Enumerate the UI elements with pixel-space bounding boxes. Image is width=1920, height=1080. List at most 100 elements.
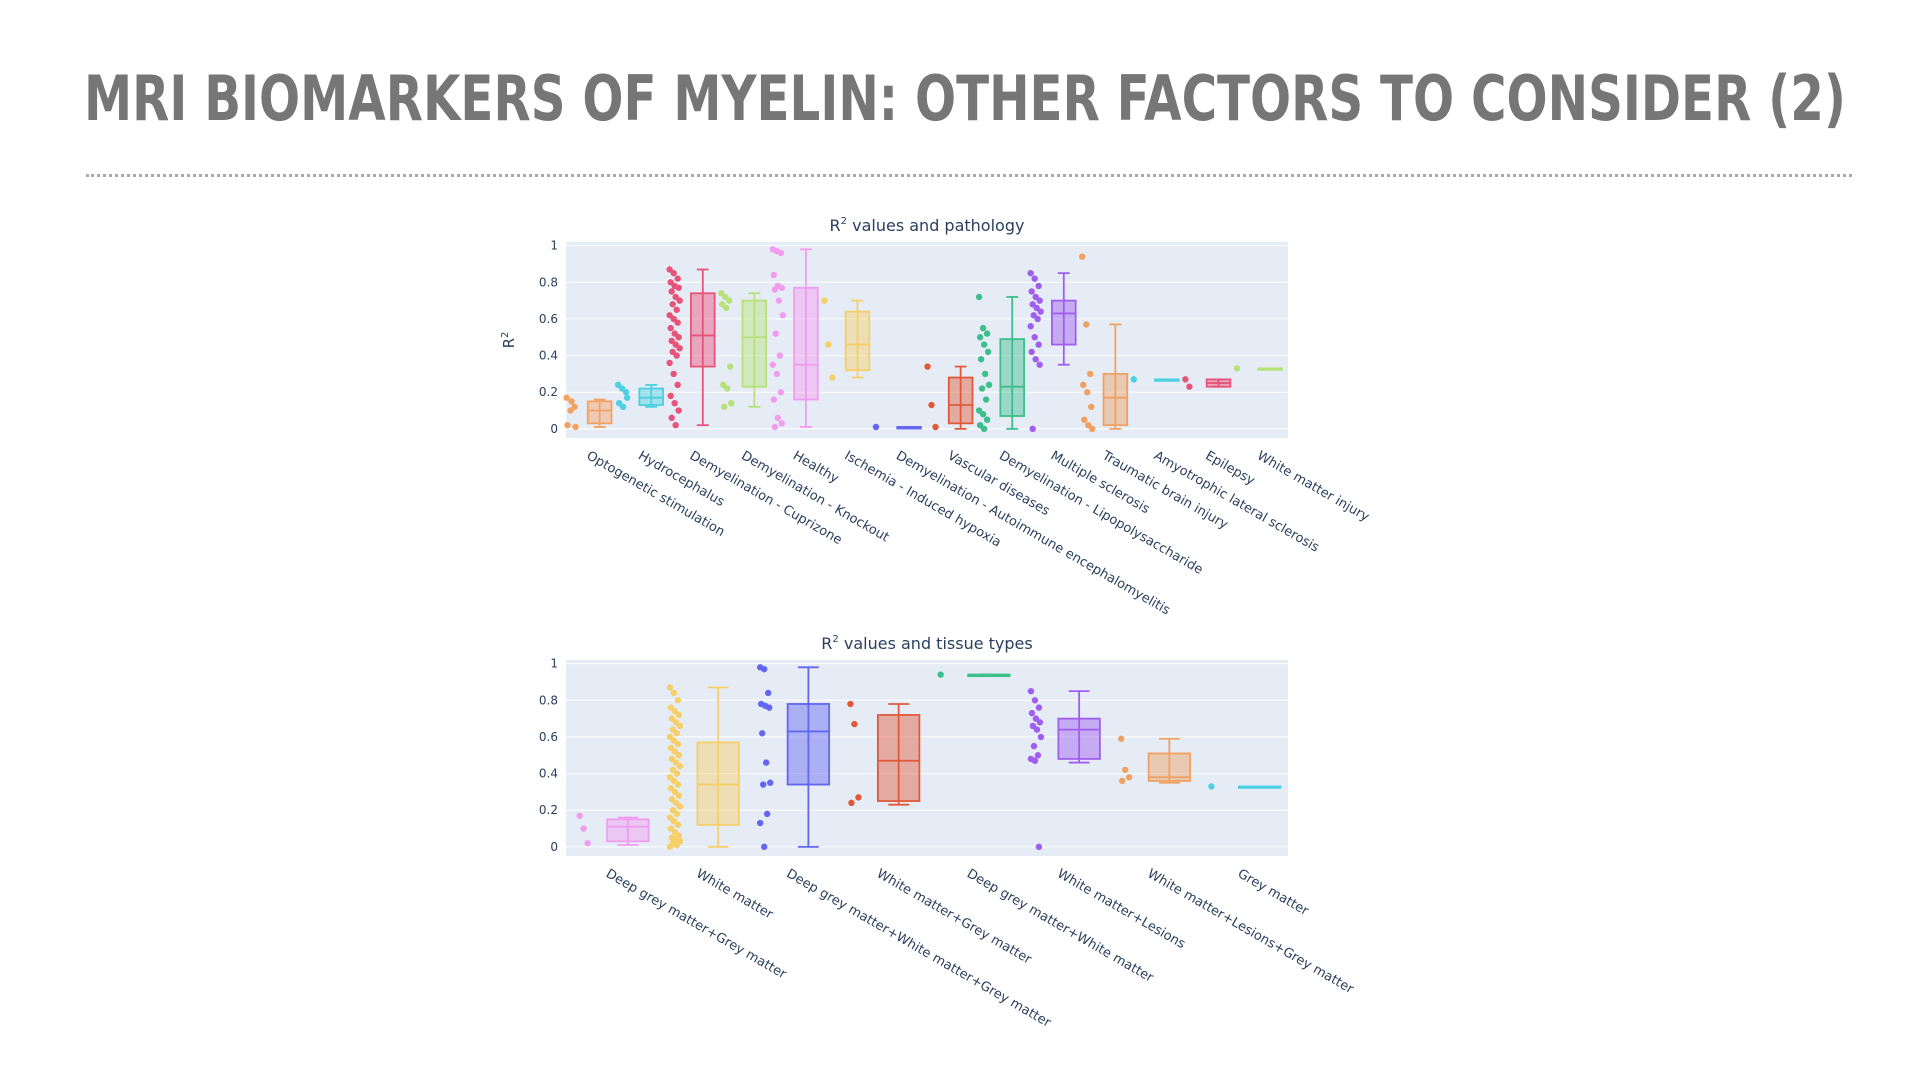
data-point-hydrocephalus[interactable] — [619, 403, 627, 411]
data-point-demyelination-cuprizone[interactable] — [674, 381, 681, 389]
data-point-multiple-sclerosis[interactable] — [1036, 297, 1043, 304]
box-healthy[interactable] — [769, 246, 819, 431]
data-point-grey-matter[interactable] — [1208, 783, 1215, 790]
data-point-white-matter[interactable] — [675, 711, 683, 719]
data-point-demyelination-cuprizone[interactable] — [674, 275, 681, 282]
data-point-white-matter-grey-matter[interactable] — [851, 720, 858, 728]
box-demyelination-cuprizone[interactable] — [666, 266, 716, 429]
iqr-box-deep-grey-matter-grey-matter[interactable] — [606, 818, 650, 843]
data-point-ischemia-induced-hypoxia[interactable] — [821, 297, 828, 304]
box-vascular-diseases[interactable] — [924, 363, 974, 431]
data-point-deep-grey-matter-grey-matter[interactable] — [580, 825, 587, 832]
data-point-demyelination-cuprizone[interactable] — [669, 301, 676, 308]
data-point-deep-grey-matter-white-matter[interactable] — [937, 671, 944, 678]
data-point-healthy[interactable] — [772, 330, 780, 337]
data-point-white-matter[interactable] — [674, 741, 682, 748]
data-point-healthy[interactable] — [777, 389, 785, 396]
data-point-vascular-diseases[interactable] — [932, 423, 939, 431]
data-point-demyelination-lipopolysaccharide[interactable] — [985, 381, 993, 389]
data-point-demyelination-cuprizone[interactable] — [676, 297, 683, 304]
data-point-white-matter-lesions[interactable] — [1028, 709, 1036, 717]
data-point-multiple-sclerosis[interactable] — [1028, 348, 1035, 356]
data-point-healthy[interactable] — [779, 312, 787, 319]
box-traumatic-brain-injury[interactable] — [1079, 253, 1129, 433]
data-point-demyelination-lipopolysaccharide[interactable] — [983, 416, 991, 423]
iqr-box-demyelination-cuprizone[interactable] — [690, 292, 716, 368]
data-point-hydrocephalus[interactable] — [623, 394, 631, 401]
data-point-healthy[interactable] — [769, 361, 777, 368]
data-point-multiple-sclerosis[interactable] — [1031, 334, 1038, 341]
data-point-deep-grey-matter-white-matter-grey-matter[interactable] — [758, 730, 766, 737]
data-point-white-matter[interactable] — [673, 730, 681, 737]
box-ischemia-induced-hypoxia[interactable] — [821, 297, 871, 381]
data-point-white-matter[interactable] — [673, 810, 681, 818]
box-demyelination-knockout[interactable] — [718, 290, 768, 411]
data-point-demyelination-lipopolysaccharide[interactable] — [983, 330, 991, 337]
data-point-white-matter-lesions[interactable] — [1037, 733, 1045, 741]
box-deep-grey-matter-white-matter-grey-matter[interactable] — [756, 664, 831, 851]
data-point-epilepsy[interactable] — [1186, 383, 1193, 390]
data-point-traumatic-brain-injury[interactable] — [1084, 389, 1091, 396]
iqr-box-white-matter[interactable] — [696, 741, 740, 826]
data-point-white-matter-lesions[interactable] — [1036, 719, 1044, 726]
data-point-multiple-sclerosis[interactable] — [1035, 341, 1042, 348]
data-point-multiple-sclerosis[interactable] — [1029, 425, 1036, 433]
data-point-healthy[interactable] — [770, 396, 778, 403]
data-point-traumatic-brain-injury[interactable] — [1080, 381, 1087, 389]
data-point-ischemia-induced-hypoxia[interactable] — [825, 341, 832, 348]
data-point-healthy[interactable] — [776, 352, 784, 359]
data-point-white-matter-grey-matter[interactable] — [855, 794, 862, 801]
box-optogenetic-stimulation[interactable] — [563, 394, 613, 431]
data-point-white-matter-injury[interactable] — [1233, 365, 1241, 372]
data-point-multiple-sclerosis[interactable] — [1027, 323, 1034, 330]
data-point-white-matter[interactable] — [675, 792, 683, 799]
data-point-demyelination-cuprizone[interactable] — [673, 306, 680, 313]
data-point-white-matter[interactable] — [666, 843, 674, 851]
data-point-multiple-sclerosis[interactable] — [1034, 315, 1041, 323]
data-point-white-matter-lesions-grey-matter[interactable] — [1118, 777, 1126, 785]
box-white-matter-lesions-grey-matter[interactable] — [1117, 735, 1192, 785]
data-point-demyelination-lipopolysaccharide[interactable] — [975, 293, 983, 301]
data-point-white-matter-lesions-grey-matter[interactable] — [1125, 774, 1133, 781]
data-point-deep-grey-matter-white-matter-grey-matter[interactable] — [762, 759, 770, 766]
data-point-white-matter-grey-matter[interactable] — [848, 799, 855, 807]
data-point-demyelination-cuprizone[interactable] — [675, 407, 682, 414]
data-point-demyelination-cuprizone[interactable] — [666, 359, 673, 367]
data-point-demyelination-autoimmune-encephalomyelitis[interactable] — [872, 423, 880, 431]
data-point-demyelination-cuprizone[interactable] — [673, 352, 680, 359]
box-amyotrophic-lateral-sclerosis[interactable] — [1130, 376, 1180, 383]
data-point-deep-grey-matter-white-matter-grey-matter[interactable] — [766, 779, 774, 786]
data-point-demyelination-lipopolysaccharide[interactable] — [978, 385, 986, 392]
data-point-healthy[interactable] — [775, 297, 783, 304]
data-point-optogenetic-stimulation[interactable] — [564, 421, 571, 429]
data-point-healthy[interactable] — [771, 286, 779, 293]
data-point-white-matter[interactable] — [674, 821, 682, 829]
box-white-matter-lesions[interactable] — [1027, 687, 1101, 851]
data-point-white-matter-lesions[interactable] — [1035, 843, 1043, 851]
data-point-white-matter-grey-matter[interactable] — [847, 700, 854, 708]
data-point-epilepsy[interactable] — [1182, 376, 1189, 383]
data-point-demyelination-cuprizone[interactable] — [667, 392, 674, 400]
data-point-demyelination-cuprizone[interactable] — [670, 370, 677, 378]
data-point-demyelination-lipopolysaccharide[interactable] — [982, 396, 990, 403]
data-point-demyelination-knockout[interactable] — [723, 304, 730, 312]
data-point-traumatic-brain-injury[interactable] — [1081, 416, 1088, 423]
data-point-demyelination-cuprizone[interactable] — [675, 334, 682, 341]
data-point-healthy[interactable] — [778, 420, 786, 427]
data-point-multiple-sclerosis[interactable] — [1032, 356, 1039, 363]
data-point-amyotrophic-lateral-sclerosis[interactable] — [1130, 376, 1138, 383]
data-point-demyelination-lipopolysaccharide[interactable] — [984, 348, 992, 356]
data-point-demyelination-cuprizone[interactable] — [667, 324, 674, 332]
iqr-box-healthy[interactable] — [793, 286, 819, 401]
box-hydrocephalus[interactable] — [614, 381, 664, 411]
data-point-demyelination-cuprizone[interactable] — [675, 284, 682, 291]
data-point-traumatic-brain-injury[interactable] — [1087, 370, 1094, 378]
data-point-deep-grey-matter-white-matter-grey-matter[interactable] — [764, 689, 772, 697]
data-point-deep-grey-matter-grey-matter[interactable] — [576, 812, 583, 819]
box-epilepsy[interactable] — [1182, 376, 1232, 390]
data-point-hydrocephalus[interactable] — [622, 389, 630, 396]
iqr-box-traumatic-brain-injury[interactable] — [1102, 372, 1129, 427]
data-point-deep-grey-matter-grey-matter[interactable] — [584, 839, 591, 847]
data-point-white-matter[interactable] — [676, 803, 684, 810]
data-point-white-matter[interactable] — [674, 781, 682, 788]
